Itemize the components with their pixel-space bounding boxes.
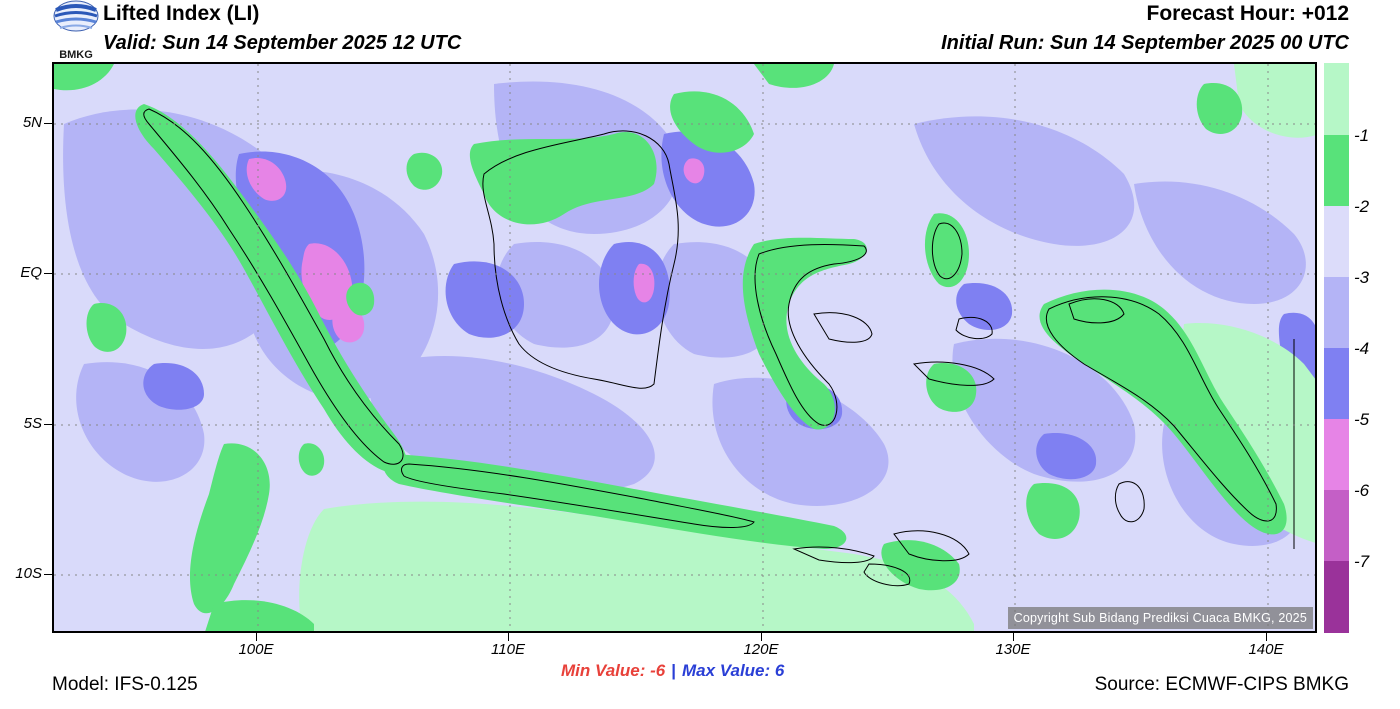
- source-label: Source: ECMWF-CIPS BMKG: [1094, 674, 1349, 695]
- colorbar-label: -3: [1354, 268, 1370, 287]
- colorbar-segment: [1324, 63, 1349, 135]
- lon-label-140e: 140E: [1248, 641, 1284, 658]
- colorbar: [1324, 63, 1349, 633]
- lat-label-5n: 5N: [22, 114, 42, 131]
- lon-label-100e: 100E: [238, 641, 274, 658]
- colorbar-segment: [1324, 135, 1349, 206]
- map-panel: Copyright Sub Bidang Prediksi Cuaca BMKG…: [52, 62, 1317, 633]
- colorbar-segment: [1324, 277, 1349, 348]
- lat-tick: [44, 273, 52, 274]
- colorbar-label: -6: [1354, 481, 1370, 500]
- lon-label-110e: 110E: [491, 641, 525, 658]
- map-title: Lifted Index (LI): [103, 2, 260, 25]
- lon-tick: [508, 633, 509, 641]
- colorbar-label: -5: [1354, 410, 1370, 429]
- valid-time: Valid: Sun 14 September 2025 12 UTC: [103, 32, 462, 54]
- lon-tick: [761, 633, 762, 641]
- colorbar-segment: [1324, 490, 1349, 561]
- lon-tick: [1266, 633, 1267, 641]
- lat-label-5s: 5S: [23, 415, 42, 432]
- forecast-hour: Forecast Hour: +012: [1146, 2, 1350, 25]
- bmkg-logo: BMKG: [52, 0, 100, 62]
- model-label: Model: IFS-0.125: [52, 674, 198, 695]
- max-value: Max Value: 6: [681, 661, 785, 680]
- lon-tick: [256, 633, 257, 641]
- separator: |: [671, 661, 676, 680]
- lon-label-120e: 120E: [743, 641, 779, 658]
- lat-label-eq: EQ: [20, 264, 42, 281]
- lat-tick: [44, 574, 52, 575]
- min-max-values: Min Value: -6 | Max Value: 6: [561, 661, 784, 681]
- lat-label-10s: 10S: [15, 565, 42, 582]
- colorbar-segment: [1324, 561, 1349, 633]
- colorbar-label: -2: [1354, 197, 1370, 216]
- colorbar-segment: [1324, 419, 1349, 490]
- lon-tick: [1013, 633, 1014, 641]
- min-value: Min Value: -6: [561, 661, 666, 680]
- colorbar-segment: [1324, 348, 1349, 419]
- logo-text: BMKG: [59, 49, 93, 61]
- colorbar-segment: [1324, 206, 1349, 277]
- lat-tick: [44, 123, 52, 124]
- copyright-notice: Copyright Sub Bidang Prediksi Cuaca BMKG…: [1007, 607, 1313, 629]
- initial-run: Initial Run: Sun 14 September 2025 00 UT…: [941, 32, 1349, 54]
- colorbar-label: -4: [1354, 339, 1370, 358]
- lat-tick: [44, 424, 52, 425]
- lon-label-130e: 130E: [995, 641, 1031, 658]
- colorbar-label: -7: [1354, 552, 1370, 571]
- colorbar-label: -1: [1354, 126, 1370, 145]
